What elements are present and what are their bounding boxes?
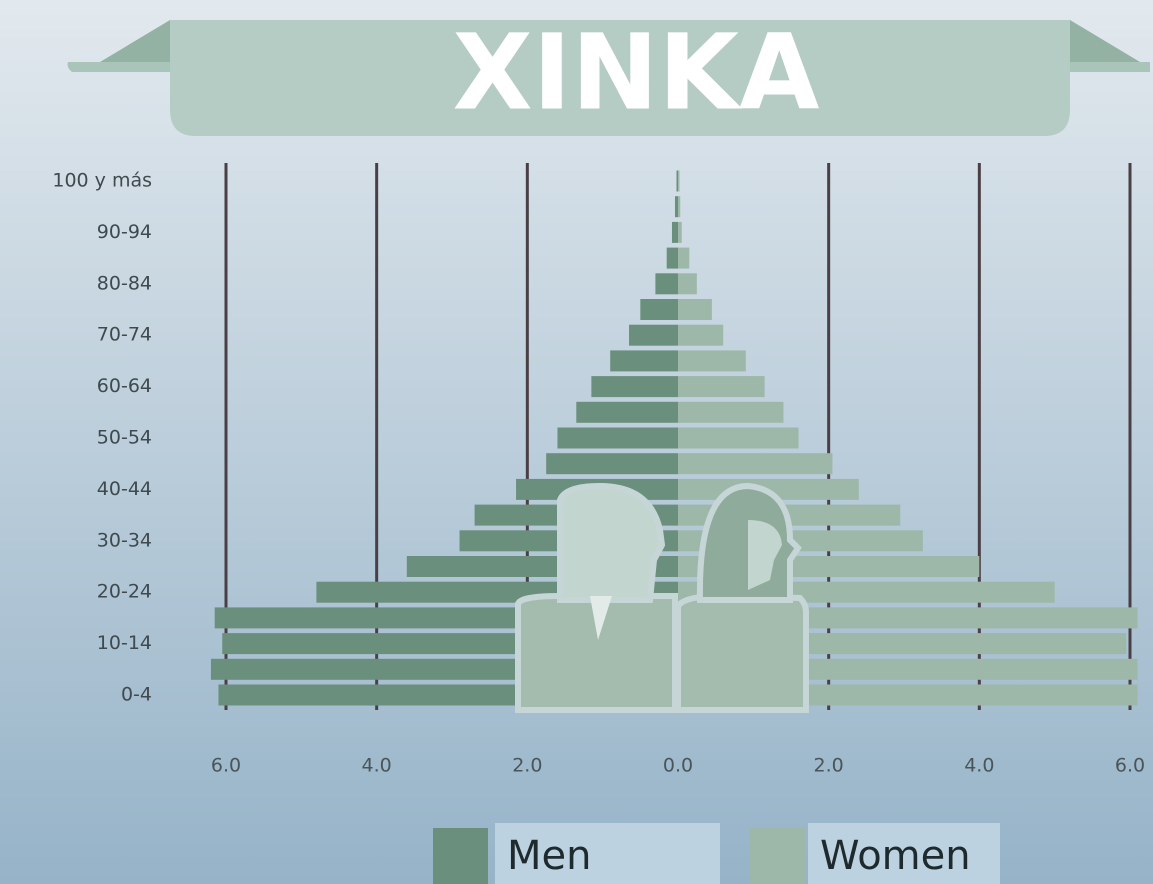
y-tick-label: 80-84 <box>97 272 152 294</box>
y-tick-label: 40-44 <box>97 478 152 500</box>
bar <box>640 299 678 320</box>
bar <box>678 350 746 372</box>
bar <box>678 196 681 218</box>
legend-label: Women <box>820 833 971 879</box>
bar <box>678 376 765 398</box>
y-tick-label: 90-94 <box>97 221 152 243</box>
bar <box>671 221 678 243</box>
x-tick-label: 0.0 <box>663 755 693 777</box>
bar <box>666 247 678 269</box>
y-tick-label: 10-14 <box>97 632 152 654</box>
bar <box>678 401 784 423</box>
bar <box>678 221 682 243</box>
y-tick-label: 50-54 <box>97 427 152 449</box>
bar <box>678 247 690 269</box>
chart-title: XINKA <box>453 11 820 133</box>
bar <box>557 427 678 449</box>
x-tick-label: 4.0 <box>362 755 392 777</box>
x-tick-label: 4.0 <box>964 755 994 777</box>
bar <box>678 299 712 320</box>
y-tick-label: 20-24 <box>97 581 152 603</box>
people-illustration <box>515 482 809 713</box>
legend-swatch <box>750 828 805 884</box>
x-tick-label: 2.0 <box>814 755 844 777</box>
bar <box>678 273 697 295</box>
bar <box>678 427 799 449</box>
y-tick-label: 70-74 <box>97 324 152 346</box>
bar <box>674 196 678 218</box>
bar <box>676 170 678 192</box>
bar <box>576 401 678 423</box>
bar <box>655 273 678 295</box>
legend-label-box <box>808 823 1000 884</box>
y-tick-label: 0-4 <box>121 684 152 706</box>
bar <box>629 324 678 346</box>
title-banner <box>67 20 1150 136</box>
bar <box>610 350 678 372</box>
bar <box>591 376 678 398</box>
legend-label-box <box>495 823 720 884</box>
y-tick-label: 30-34 <box>97 529 152 551</box>
y-tick-label: 100 y más <box>52 170 152 192</box>
bar <box>546 453 678 475</box>
bar <box>678 324 724 346</box>
x-tick-label: 2.0 <box>512 755 542 777</box>
y-tick-label: 60-64 <box>97 375 152 397</box>
x-tick-label: 6.0 <box>1115 755 1145 777</box>
legend-swatch <box>433 828 488 884</box>
bar <box>678 170 680 192</box>
x-tick-label: 6.0 <box>211 755 241 777</box>
legend-label: Men <box>507 833 591 879</box>
bar <box>678 453 833 475</box>
